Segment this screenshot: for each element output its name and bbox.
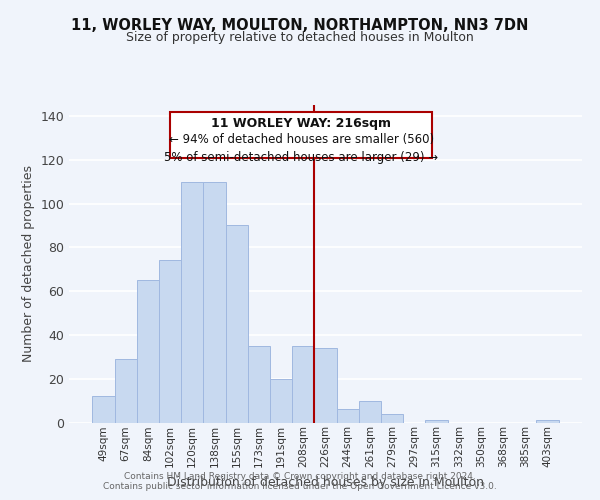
Bar — [92, 396, 115, 422]
Text: 11, WORLEY WAY, MOULTON, NORTHAMPTON, NN3 7DN: 11, WORLEY WAY, MOULTON, NORTHAMPTON, NN… — [71, 18, 529, 32]
Bar — [337, 410, 359, 422]
Text: Contains public sector information licensed under the Open Government Licence v3: Contains public sector information licen… — [103, 482, 497, 491]
Bar — [425, 420, 448, 422]
Y-axis label: Number of detached properties: Number of detached properties — [22, 165, 35, 362]
Bar — [359, 400, 381, 422]
Bar — [226, 226, 248, 422]
FancyBboxPatch shape — [170, 112, 432, 158]
Bar — [159, 260, 181, 422]
Bar — [115, 359, 137, 422]
Text: 11 WORLEY WAY: 216sqm: 11 WORLEY WAY: 216sqm — [211, 117, 391, 130]
Text: Size of property relative to detached houses in Moulton: Size of property relative to detached ho… — [126, 31, 474, 44]
Bar — [536, 420, 559, 422]
Bar — [181, 182, 203, 422]
Bar — [203, 182, 226, 422]
Bar — [137, 280, 159, 422]
Bar — [292, 346, 314, 422]
Bar — [248, 346, 270, 422]
Bar — [314, 348, 337, 422]
Text: ← 94% of detached houses are smaller (560): ← 94% of detached houses are smaller (56… — [169, 134, 434, 146]
Text: 5% of semi-detached houses are larger (29) →: 5% of semi-detached houses are larger (2… — [164, 151, 438, 164]
Text: Contains HM Land Registry data © Crown copyright and database right 2024.: Contains HM Land Registry data © Crown c… — [124, 472, 476, 481]
Bar — [381, 414, 403, 422]
X-axis label: Distribution of detached houses by size in Moulton: Distribution of detached houses by size … — [167, 476, 484, 488]
Bar — [270, 378, 292, 422]
